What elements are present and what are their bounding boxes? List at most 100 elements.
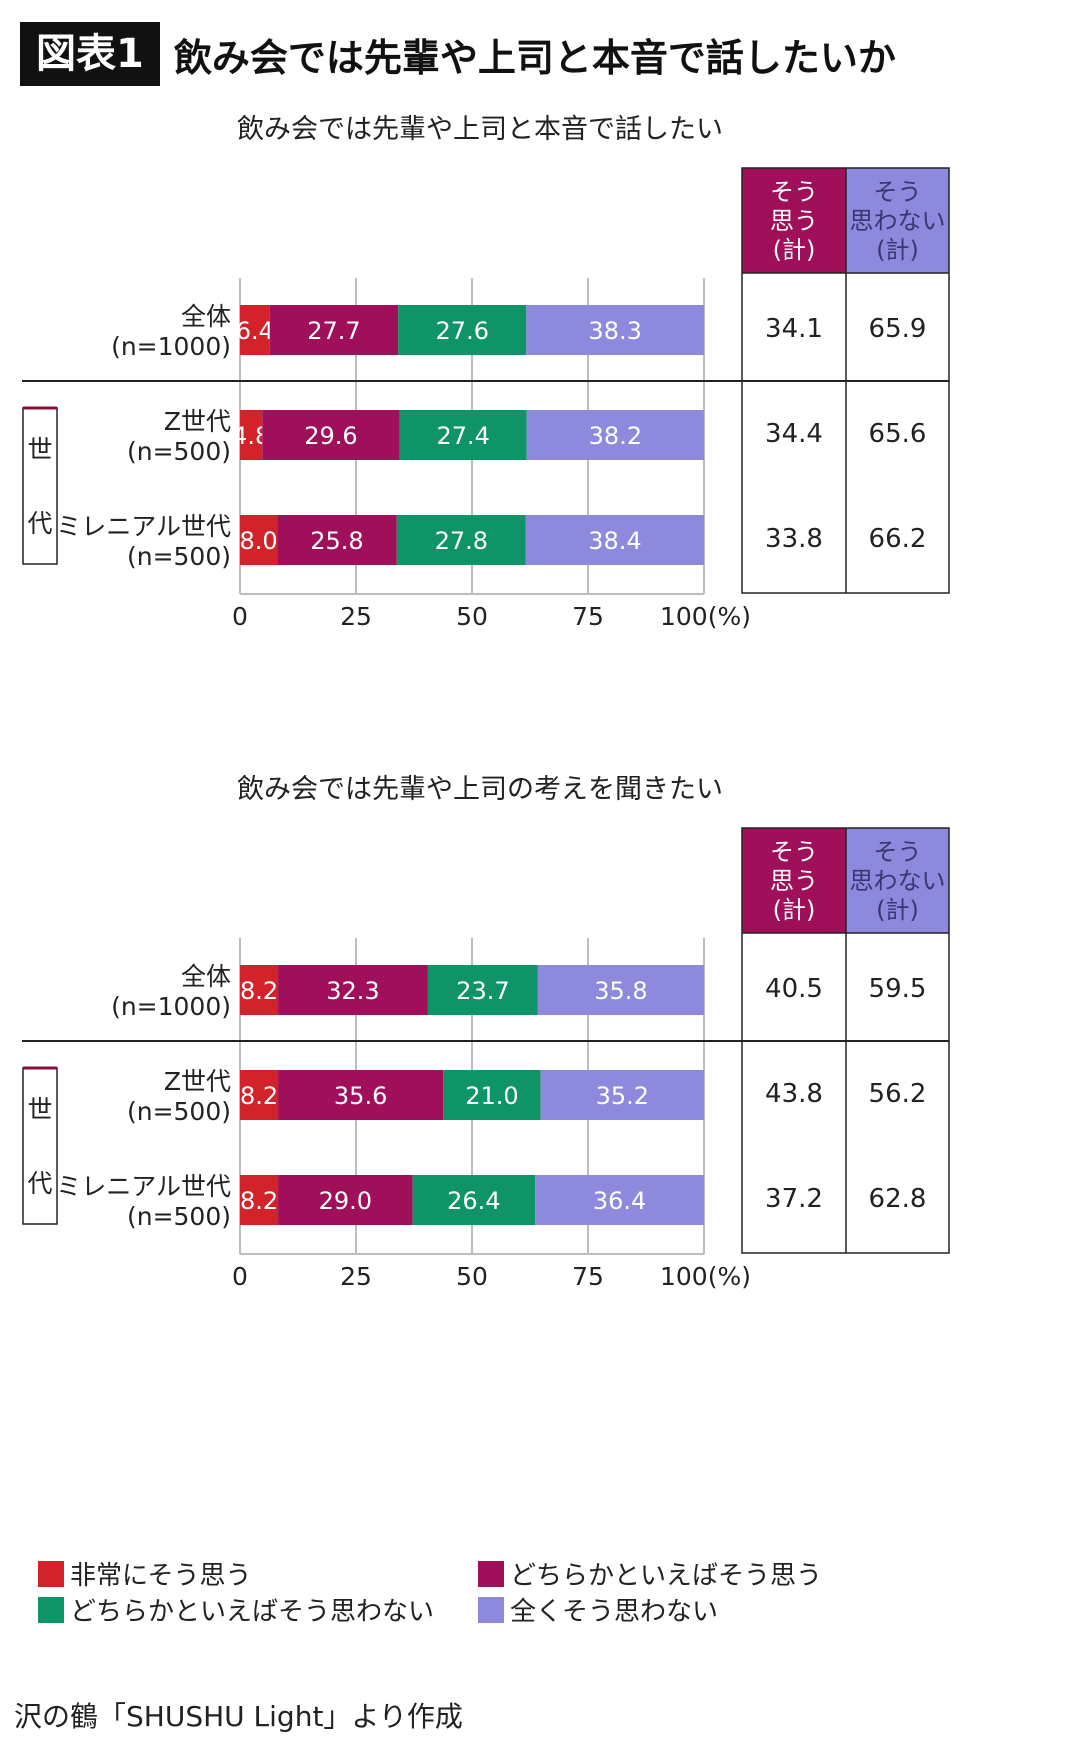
legend-swatch (38, 1596, 64, 1623)
table-header-text: そう (770, 838, 818, 866)
table-value-disagree: 62.8 (869, 1184, 927, 1214)
table-header-agree (742, 828, 846, 933)
generation-label: 世 (27, 435, 52, 464)
table-header-text: 思わない (850, 867, 946, 895)
table-header-text: そう (874, 178, 922, 206)
data-label: 27.4 (436, 422, 489, 450)
category-label: ミレニアル世代 (56, 1172, 231, 1201)
legend-label: 非常にそう思う (70, 1561, 252, 1591)
bar-segment-very-agree (240, 410, 263, 460)
x-tick-label: 25 (340, 602, 372, 631)
bar-segment-very-agree (240, 305, 270, 355)
data-label: 38.4 (588, 527, 641, 555)
data-label: 21.0 (465, 1082, 518, 1110)
bar-segment-somewhat-agree (262, 410, 400, 460)
chart-title: 飲み会では先輩や上司と本音で話したい (237, 114, 723, 145)
bar-segment-somewhat-disagree (396, 515, 526, 565)
data-label: 8.0 (239, 527, 277, 555)
x-tick-label: 0 (232, 602, 248, 631)
table-header-disagree (846, 828, 949, 933)
legend-swatch (478, 1560, 504, 1587)
table-header-disagree (846, 168, 949, 273)
data-label: 35.2 (596, 1082, 649, 1110)
legend-label: どちらかといえばそう思わない (70, 1597, 435, 1627)
legend-item-very-agree: 非常にそう思う (38, 1555, 251, 1592)
category-label: 全体 (181, 302, 231, 331)
data-label: 36.4 (593, 1187, 646, 1215)
chart-panel-2: 飲み会では先輩や上司の考えを聞きたい 0 25 50 75 100(%) 8.2 32.3 23… (0, 760, 1080, 1400)
bar-segment-strongly-disagree (526, 305, 704, 355)
category-n-label: (n=500) (127, 1202, 231, 1231)
table-value-disagree: 66.2 (869, 524, 927, 554)
x-tick-label: 50 (456, 602, 488, 631)
table-header-text: 思う (770, 867, 818, 895)
data-label: 27.6 (436, 317, 489, 345)
data-label: 23.7 (456, 977, 509, 1005)
legend-item-strongly-disagree: 全くそう思わない (478, 1591, 718, 1628)
category-n-label: (n=500) (127, 542, 231, 571)
bar-segment-strongly-disagree (537, 965, 704, 1015)
table-value-agree: 34.4 (765, 419, 823, 449)
data-label: 38.3 (588, 317, 641, 345)
table-value-agree: 43.8 (765, 1079, 823, 1109)
table-header-text: (計) (773, 236, 816, 264)
legend-swatch (478, 1596, 504, 1623)
category-n-label: (n=1000) (111, 992, 231, 1021)
bar-segment-somewhat-agree (269, 305, 399, 355)
bar-segment-very-agree (240, 515, 278, 565)
x-tick-label: 100(%) (660, 1262, 751, 1291)
table-header-text: そう (874, 838, 922, 866)
x-tick-label: 0 (232, 1262, 248, 1291)
table-header-text: 思う (770, 207, 818, 235)
data-label: 29.0 (319, 1187, 372, 1215)
data-label: 8.2 (240, 1187, 278, 1215)
generation-label: 代 (27, 1169, 52, 1198)
data-label: 35.8 (594, 977, 647, 1005)
table-value-disagree: 59.5 (869, 974, 927, 1004)
bar-segment-somewhat-disagree (427, 965, 538, 1015)
legend-label: 全くそう思わない (510, 1597, 719, 1627)
x-tick-label: 100(%) (660, 602, 751, 631)
bar-segment-strongly-disagree (540, 1070, 704, 1120)
table-value-agree: 33.8 (765, 524, 823, 554)
source-note: 沢の鶴「SHUSHU Light」より作成 (14, 1700, 463, 1733)
category-label: Z世代 (164, 1067, 231, 1096)
legend-item-somewhat-agree: どちらかといえばそう思う (478, 1555, 822, 1592)
bar-segment-somewhat-agree (278, 965, 428, 1015)
data-label: 27.8 (435, 527, 488, 555)
chart-panel-1: 飲み会では先輩や上司と本音で話したい 0 25 50 75 100(%) 6.4 27.7 27… (0, 100, 1080, 740)
x-tick-label: 50 (456, 1262, 488, 1291)
data-label: 35.6 (334, 1082, 387, 1110)
bar-segment-somewhat-disagree (412, 1175, 536, 1225)
category-n-label: (n=500) (127, 437, 231, 466)
generation-label: 世 (27, 1095, 52, 1124)
category-label: 全体 (181, 962, 231, 991)
bar-segment-somewhat-disagree (399, 410, 527, 460)
bar-segment-somewhat-disagree (443, 1070, 541, 1120)
table-value-agree: 34.1 (765, 314, 823, 344)
legend-item-somewhat-disagree: どちらかといえばそう思わない (38, 1591, 434, 1628)
data-label: 26.4 (447, 1187, 500, 1215)
table-header-agree (742, 168, 846, 273)
figure-title: 飲み会では先輩や上司と本音で話したいか (173, 35, 896, 80)
bar-segment-somewhat-agree (278, 1175, 413, 1225)
category-n-label: (n=1000) (111, 332, 231, 361)
generation-label: 代 (27, 509, 52, 538)
table-header-text: (計) (876, 896, 919, 924)
legend: 非常にそう思う どちらかといえばそう思う どちらかといえばそう思わない 全くそう… (38, 1555, 1038, 1645)
x-tick-label: 75 (572, 1262, 604, 1291)
legend-label: どちらかといえばそう思う (510, 1561, 823, 1591)
table-value-disagree: 56.2 (869, 1079, 927, 1109)
generation-bracket (22, 1067, 58, 1225)
data-label: 8.2 (240, 977, 278, 1005)
bar-segment-somewhat-agree (277, 515, 397, 565)
table-value-disagree: 65.6 (869, 419, 927, 449)
data-label: 38.2 (589, 422, 642, 450)
legend-swatch (38, 1560, 64, 1587)
data-label: 8.2 (240, 1082, 278, 1110)
bar-segment-very-agree (240, 1070, 279, 1120)
bar-segment-strongly-disagree (526, 410, 704, 460)
category-label: Z世代 (164, 407, 231, 436)
table-header-text: (計) (773, 896, 816, 924)
chart-title: 飲み会では先輩や上司の考えを聞きたい (237, 774, 723, 805)
